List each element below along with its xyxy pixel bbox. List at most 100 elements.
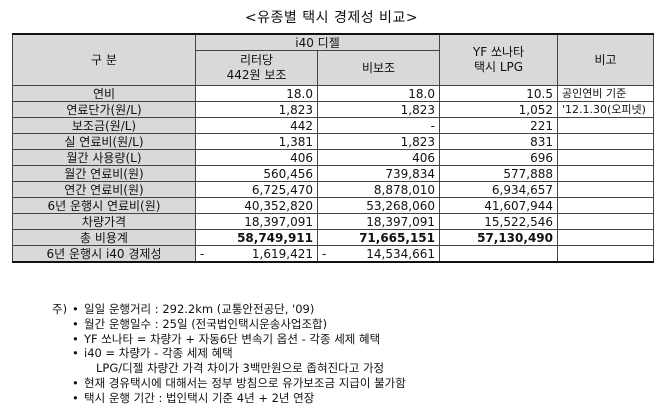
- table-row: 차량가격 18,397,091 18,397,091 15,522,546: [12, 213, 654, 230]
- cell-i40-subsidy: 18,397,091: [195, 213, 318, 230]
- table-row: 월간 사용량(L) 406 406 696: [12, 149, 654, 166]
- cell-yf: 831: [439, 133, 558, 150]
- footnote-item: • i40 = 차량가 - 각종 세제 혜택: [72, 346, 406, 361]
- table-row-economy: 6년 운행시 i40 경제성 - 1,619,421 - 14,534,661: [12, 245, 654, 263]
- header-i40-nosubsidy: 비보조: [317, 50, 440, 86]
- footnote-text: 월간 운행일수 : 25일 (전국법인택시운송사업조합): [84, 316, 328, 331]
- cell-i40-nosubsidy: 18.0: [317, 85, 440, 102]
- row-label: 6년 운행시 연료비(원): [12, 197, 196, 214]
- bullet-icon: •: [72, 331, 79, 346]
- header-yf-line1: YF 쏘나타: [472, 45, 525, 59]
- cell-yf: 577,888: [439, 165, 558, 182]
- cell-i40-nosubsidy: 53,268,060: [317, 197, 440, 214]
- cell-yf: 15,522,546: [439, 213, 558, 230]
- cell-remark: [557, 181, 654, 198]
- bullet-icon: •: [72, 316, 79, 331]
- row-label: 월간 연료비(원): [12, 165, 196, 182]
- footnote-item: • 택시 운행 기간 : 법인택시 기준 4년 + 2년 연장: [72, 391, 406, 406]
- row-label: 연간 연료비(원): [12, 181, 196, 198]
- table-row: 연간 연료비(원) 6,725,470 8,878,010 6,934,657: [12, 181, 654, 198]
- header-yf-line2: 택시 LPG: [473, 60, 524, 74]
- footnotes: 주) • 일일 운행거리 : 292.2km (교통안전공단, '09) • 월간 …: [52, 302, 406, 406]
- row-label: 차량가격: [12, 213, 196, 230]
- header-category: 구 분: [12, 33, 196, 86]
- cell-remark: [557, 165, 654, 182]
- footnote-item: • 현재 경유택시에 대해서는 정부 방침으로 유가보조금 지급이 불가함: [72, 376, 406, 391]
- cell-remark: [557, 213, 654, 230]
- cell-i40-subsidy: 58,749,911: [195, 229, 318, 246]
- footnote-text: i40 = 차량가 - 각종 세제 혜택: [84, 346, 233, 361]
- cell-i40-nosubsidy: - 14,534,661: [317, 245, 440, 263]
- cell-value: 14,534,661: [366, 246, 435, 261]
- row-label: 연비: [12, 85, 196, 102]
- footnote-item: • YF 쏘나타 = 차량가 + 자동6단 변속기 옵션 - 각종 세제 혜택: [72, 332, 406, 347]
- footnote-subitem: LPG/디젤 차량간 가격 차이가 3백만원으로 좁혀진다고 가정: [96, 361, 385, 376]
- footnote-text: 현재 경유택시에 대해서는 정부 방침으로 유가보조금 지급이 불가함: [84, 375, 406, 390]
- cell-remark: 공인연비 기준: [557, 85, 654, 102]
- table-row: 보조금(원/L) 442 - 221: [12, 117, 654, 134]
- row-label: 실 연료비(원/L): [12, 133, 196, 150]
- cell-i40-nosubsidy: 18,397,091: [317, 213, 440, 230]
- bullet-icon: •: [72, 390, 79, 405]
- cell-i40-subsidy: 40,352,820: [195, 197, 318, 214]
- cell-remark: [557, 117, 654, 134]
- cell-i40-subsidy: 6,725,470: [195, 181, 318, 198]
- minus-sign: -: [322, 246, 327, 261]
- cell-remark: [557, 245, 654, 263]
- comparison-table: 구 분 i40 디젤 YF 쏘나타 택시 LPG 비고 리터당 442원 보조 …: [12, 33, 654, 263]
- footnote-item: • 일일 운행거리 : 292.2km (교통안전공단, '09): [72, 302, 406, 317]
- cell-remark: '12.1.30(오피넷): [557, 101, 654, 118]
- cell-remark: [557, 133, 654, 150]
- table-row: 연비 18.0 18.0 10.5 공인연비 기준: [12, 85, 654, 102]
- cell-i40-subsidy: 406: [195, 149, 318, 166]
- cell-i40-nosubsidy: 1,823: [317, 101, 440, 118]
- cell-yf: 10.5: [439, 85, 558, 102]
- cell-i40-nosubsidy: 739,834: [317, 165, 440, 182]
- cell-yf: 696: [439, 149, 558, 166]
- bullet-icon: •: [72, 375, 79, 390]
- cell-yf: 41,607,944: [439, 197, 558, 214]
- cell-value: 1,619,421: [251, 246, 313, 261]
- cell-remark: [557, 229, 654, 246]
- footnote-item: • 월간 운행일수 : 25일 (전국법인택시운송사업조합): [72, 317, 406, 332]
- header-i40-subsidy: 리터당 442원 보조: [195, 50, 318, 86]
- cell-i40-nosubsidy: 406: [317, 149, 440, 166]
- footnote-text: YF 쏘나타 = 차량가 + 자동6단 변속기 옵션 - 각종 세제 혜택: [84, 331, 381, 346]
- cell-i40-nosubsidy: 8,878,010: [317, 181, 440, 198]
- row-label: 월간 사용량(L): [12, 149, 196, 166]
- row-label: 연료단가(원/L): [12, 101, 196, 118]
- table-row: 연료단가(원/L) 1,823 1,823 1,052 '12.1.30(오피넷…: [12, 101, 654, 118]
- bullet-icon: •: [72, 346, 79, 361]
- footnote-prefix: 주): [52, 302, 68, 316]
- minus-sign: -: [200, 246, 205, 261]
- table-row: 실 연료비(원/L) 1,381 1,823 831: [12, 133, 654, 150]
- row-label: 보조금(원/L): [12, 117, 196, 134]
- cell-i40-nosubsidy: 71,665,151: [317, 229, 440, 246]
- row-label: 6년 운행시 i40 경제성: [12, 245, 196, 263]
- cell-i40-subsidy: 442: [195, 117, 318, 134]
- header-i40-subsidy-line2: 442원 보조: [226, 68, 287, 82]
- cell-remark: [557, 197, 654, 214]
- cell-yf: [439, 245, 558, 263]
- cell-i40-subsidy: 18.0: [195, 85, 318, 102]
- bullet-icon: •: [72, 302, 79, 316]
- table-row: 월간 연료비(원) 560,456 739,834 577,888: [12, 165, 654, 182]
- cell-i40-subsidy: - 1,619,421: [195, 245, 318, 263]
- header-i40-subsidy-line1: 리터당: [239, 53, 274, 67]
- cell-remark: [557, 149, 654, 166]
- cell-yf: 1,052: [439, 101, 558, 118]
- cell-yf: 57,130,490: [439, 229, 558, 246]
- table-row: 6년 운행시 연료비(원) 40,352,820 53,268,060 41,6…: [12, 197, 654, 214]
- table-row-total: 총 비용계 58,749,911 71,665,151 57,130,490: [12, 229, 654, 246]
- footnote-text: 택시 운행 기간 : 법인택시 기준 4년 + 2년 연장: [84, 390, 315, 405]
- cell-i40-nosubsidy: -: [317, 117, 440, 134]
- row-label: 총 비용계: [12, 229, 196, 246]
- cell-i40-subsidy: 1,381: [195, 133, 318, 150]
- cell-i40-nosubsidy: 1,823: [317, 133, 440, 150]
- page-title: <유종별 택시 경제성 비교>: [244, 10, 419, 26]
- header-i40-group: i40 디젤: [195, 33, 440, 51]
- header-remarks: 비고: [557, 33, 654, 86]
- cell-i40-subsidy: 1,823: [195, 101, 318, 118]
- header-yf: YF 쏘나타 택시 LPG: [439, 33, 558, 86]
- cell-yf: 6,934,657: [439, 181, 558, 198]
